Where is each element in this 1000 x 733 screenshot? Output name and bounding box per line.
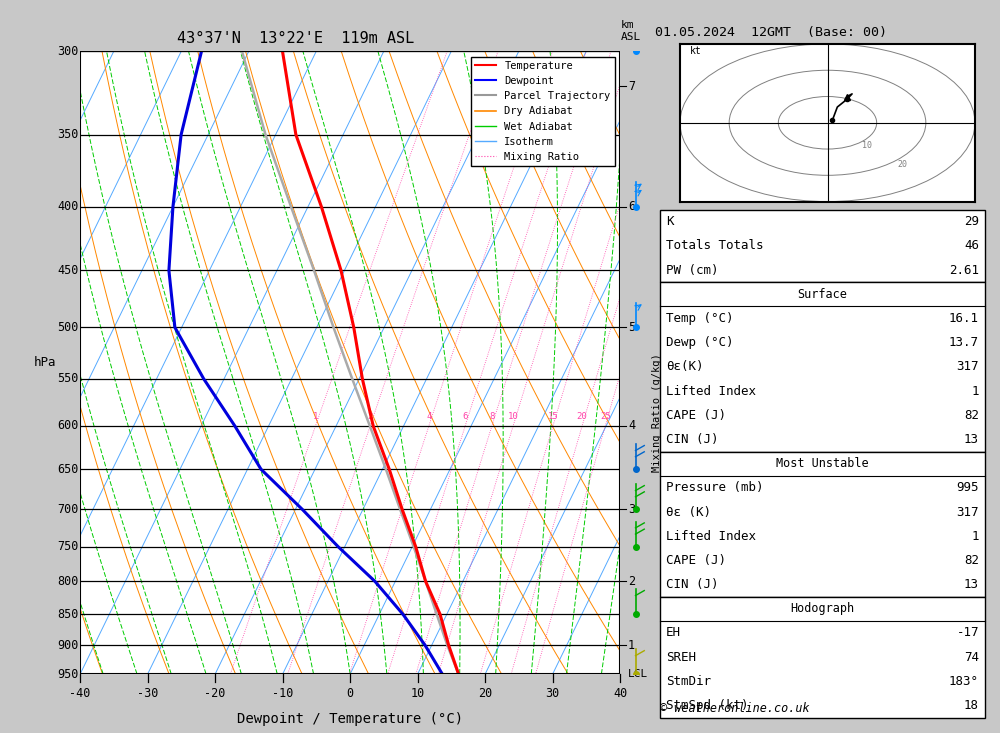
Text: StmSpd (kt): StmSpd (kt) xyxy=(666,699,748,712)
Text: 18: 18 xyxy=(964,699,979,712)
Text: CIN (J): CIN (J) xyxy=(666,578,718,591)
Text: 15: 15 xyxy=(548,412,558,421)
Text: 30: 30 xyxy=(545,687,560,700)
Text: 10: 10 xyxy=(862,141,872,150)
Text: 01.05.2024  12GMT  (Base: 00): 01.05.2024 12GMT (Base: 00) xyxy=(655,26,887,39)
Text: 2: 2 xyxy=(367,412,373,421)
Title: 43°37'N  13°22'E  119m ASL: 43°37'N 13°22'E 119m ASL xyxy=(177,31,415,46)
Text: 8: 8 xyxy=(489,412,495,421)
Text: 6: 6 xyxy=(628,200,635,213)
Legend: Temperature, Dewpoint, Parcel Trajectory, Dry Adiabat, Wet Adiabat, Isotherm, Mi: Temperature, Dewpoint, Parcel Trajectory… xyxy=(471,56,615,166)
Bar xyxy=(80,51,620,674)
Text: θε (K): θε (K) xyxy=(666,506,711,518)
Text: -40: -40 xyxy=(69,687,91,700)
Text: 82: 82 xyxy=(964,409,979,421)
Text: 317: 317 xyxy=(957,361,979,373)
Text: 10: 10 xyxy=(508,412,518,421)
Text: 13.7: 13.7 xyxy=(949,336,979,349)
Text: 1: 1 xyxy=(628,638,635,652)
Text: 1: 1 xyxy=(313,412,318,421)
Text: CAPE (J): CAPE (J) xyxy=(666,409,726,421)
Text: 29: 29 xyxy=(964,216,979,228)
Text: Lifted Index: Lifted Index xyxy=(666,385,756,397)
Text: EH: EH xyxy=(666,627,681,639)
Text: 2.61: 2.61 xyxy=(949,264,979,276)
Text: 13: 13 xyxy=(964,433,979,446)
Text: kt: kt xyxy=(690,46,702,56)
Text: 4: 4 xyxy=(426,412,432,421)
Text: CIN (J): CIN (J) xyxy=(666,433,718,446)
Text: Dewp (°C): Dewp (°C) xyxy=(666,336,734,349)
Text: Hodograph: Hodograph xyxy=(790,603,855,615)
Text: 550: 550 xyxy=(58,372,79,386)
Text: 350: 350 xyxy=(58,128,79,141)
Text: θε(K): θε(K) xyxy=(666,361,704,373)
Text: 16.1: 16.1 xyxy=(949,312,979,325)
Text: 20: 20 xyxy=(577,412,587,421)
Text: Surface: Surface xyxy=(798,288,847,301)
Text: 13: 13 xyxy=(964,578,979,591)
Text: 450: 450 xyxy=(58,264,79,277)
Text: 20: 20 xyxy=(478,687,492,700)
Text: 700: 700 xyxy=(58,503,79,516)
Text: 40: 40 xyxy=(613,687,627,700)
Text: 995: 995 xyxy=(957,482,979,494)
Text: Temp (°C): Temp (°C) xyxy=(666,312,734,325)
Text: 5: 5 xyxy=(628,321,635,334)
Text: Lifted Index: Lifted Index xyxy=(666,530,756,542)
Text: 900: 900 xyxy=(58,638,79,652)
Text: LCL: LCL xyxy=(628,669,648,679)
Text: 183°: 183° xyxy=(949,675,979,688)
Text: -30: -30 xyxy=(137,687,158,700)
Text: 74: 74 xyxy=(964,651,979,663)
Text: hPa: hPa xyxy=(34,356,56,369)
Text: 46: 46 xyxy=(964,240,979,252)
Text: 650: 650 xyxy=(58,463,79,476)
Text: © weatheronline.co.uk: © weatheronline.co.uk xyxy=(660,701,810,715)
Text: 400: 400 xyxy=(58,200,79,213)
Text: 300: 300 xyxy=(58,45,79,58)
Text: 0: 0 xyxy=(346,687,354,700)
Text: -10: -10 xyxy=(272,687,293,700)
Text: 850: 850 xyxy=(58,608,79,621)
Text: Dewpoint / Temperature (°C): Dewpoint / Temperature (°C) xyxy=(237,712,463,726)
Text: 10: 10 xyxy=(410,687,425,700)
Text: 20: 20 xyxy=(897,160,907,169)
Text: 1: 1 xyxy=(972,385,979,397)
Text: 750: 750 xyxy=(58,540,79,553)
Text: 317: 317 xyxy=(957,506,979,518)
Text: CAPE (J): CAPE (J) xyxy=(666,554,726,567)
Text: 500: 500 xyxy=(58,321,79,334)
Text: Totals Totals: Totals Totals xyxy=(666,240,764,252)
Text: Mixing Ratio (g/kg): Mixing Ratio (g/kg) xyxy=(652,353,662,472)
Text: 7: 7 xyxy=(628,80,635,92)
Text: 3: 3 xyxy=(628,503,635,516)
Text: Pressure (mb): Pressure (mb) xyxy=(666,482,764,494)
Text: 1: 1 xyxy=(972,530,979,542)
Text: PW (cm): PW (cm) xyxy=(666,264,718,276)
Text: 4: 4 xyxy=(628,419,635,432)
Text: -20: -20 xyxy=(204,687,226,700)
Text: SREH: SREH xyxy=(666,651,696,663)
Text: km
ASL: km ASL xyxy=(621,21,641,42)
Text: -17: -17 xyxy=(957,627,979,639)
Text: 2: 2 xyxy=(628,575,635,588)
Text: 25: 25 xyxy=(600,412,611,421)
Text: 82: 82 xyxy=(964,554,979,567)
Text: 800: 800 xyxy=(58,575,79,588)
Text: K: K xyxy=(666,216,674,228)
Text: 600: 600 xyxy=(58,419,79,432)
Text: 6: 6 xyxy=(462,412,468,421)
Text: 950: 950 xyxy=(58,668,79,681)
Text: Most Unstable: Most Unstable xyxy=(776,457,869,470)
Text: StmDir: StmDir xyxy=(666,675,711,688)
